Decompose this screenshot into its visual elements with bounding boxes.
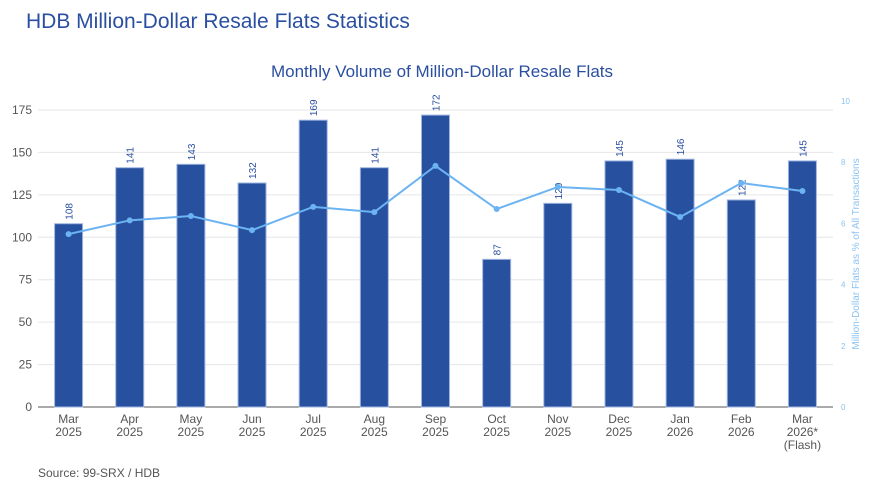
x-tick-label: 2025 — [55, 425, 82, 439]
x-tick-label: 2025 — [239, 425, 266, 439]
y2-tick-label: 4 — [841, 281, 846, 290]
x-tick-label: 2025 — [422, 425, 449, 439]
bar — [176, 163, 206, 408]
line-point — [432, 162, 439, 169]
bar — [115, 167, 145, 408]
bar — [665, 158, 695, 408]
y2-tick-label: 6 — [841, 219, 846, 228]
bar-data-label: 145 — [798, 140, 809, 157]
x-tick-label: 2025 — [178, 425, 205, 439]
x-tick-label: May — [180, 412, 203, 426]
x-tick-label: Jul — [306, 412, 321, 426]
x-tick-label: 2026 — [728, 425, 755, 439]
x-tick-label: 2025 — [606, 425, 633, 439]
x-tick-label: Mar — [58, 412, 79, 426]
line-point — [799, 187, 806, 194]
bar-data-label: 172 — [432, 94, 443, 111]
x-tick-label: Feb — [731, 412, 752, 426]
x-tick-label: 2025 — [544, 425, 571, 439]
y-tick-label: 175 — [12, 103, 32, 117]
line-point — [65, 231, 72, 238]
x-tick-label: Nov — [547, 412, 568, 426]
line-point — [554, 183, 561, 190]
bar — [543, 202, 573, 408]
bar — [237, 182, 267, 408]
bar-data-label: 169 — [309, 99, 320, 116]
bar-data-label: 141 — [370, 147, 381, 164]
y2-tick-label: 10 — [841, 97, 850, 106]
x-tick-label: Oct — [487, 412, 506, 426]
source-note: Source: 99-SRX / HDB — [38, 466, 161, 480]
x-tick-label: 2025 — [361, 425, 388, 439]
line-point — [187, 213, 194, 220]
x-tick-label: Apr — [120, 412, 139, 426]
line-point — [126, 217, 133, 224]
bar — [54, 223, 84, 408]
bar-data-label: 87 — [493, 244, 504, 256]
y-tick-label: 100 — [12, 230, 32, 244]
line-point — [371, 209, 378, 216]
bar — [298, 119, 328, 408]
line-point — [615, 187, 622, 194]
line-point — [493, 206, 500, 213]
line-point — [310, 203, 317, 210]
bar-data-label: 122 — [737, 179, 748, 196]
line-point — [738, 180, 745, 187]
x-tick-label: 2025 — [116, 425, 143, 439]
page-title: HDB Million-Dollar Resale Flats Statisti… — [26, 10, 410, 33]
bar — [421, 114, 450, 408]
bar-data-label: 143 — [187, 143, 198, 160]
line-point — [249, 227, 256, 234]
y-tick-label: 0 — [25, 400, 32, 414]
y2-tick-label: 0 — [841, 403, 846, 412]
y2-axis-label: Million-Dollar Flats as % of All Transac… — [851, 158, 862, 349]
x-tick-label: Sep — [425, 412, 447, 426]
bar-data-label: 120 — [554, 182, 565, 199]
chart-title: Monthly Volume of Million-Dollar Resale … — [271, 62, 613, 81]
bar-data-label: 108 — [65, 203, 76, 220]
x-tick-label: 2025 — [483, 425, 510, 439]
bar-data-label: 132 — [248, 162, 259, 179]
x-tick-label: Aug — [364, 412, 385, 426]
y-tick-label: 125 — [12, 188, 32, 202]
x-tick-label: Dec — [608, 412, 629, 426]
x-tick-label: Mar — [792, 412, 813, 426]
y-tick-label: 50 — [19, 315, 33, 329]
bar — [787, 160, 817, 408]
y-tick-label: 75 — [19, 273, 33, 287]
y-tick-label: 25 — [19, 358, 33, 372]
line-point — [677, 213, 684, 220]
x-tick-label: 2025 — [300, 425, 327, 439]
bar-data-label: 141 — [126, 147, 137, 164]
y2-tick-label: 2 — [841, 342, 846, 351]
bar — [604, 160, 634, 408]
bar — [359, 167, 389, 408]
bar-data-label: 146 — [676, 138, 687, 155]
bar — [482, 258, 512, 408]
y2-tick-label: 8 — [841, 158, 846, 167]
x-tick-label: Jan — [670, 412, 689, 426]
x-tick-label: 2026* — [787, 425, 819, 439]
x-tick-label: (Flash) — [784, 438, 821, 452]
bar — [726, 199, 756, 408]
y-tick-label: 150 — [12, 145, 32, 159]
bar-data-label: 145 — [615, 140, 626, 157]
x-tick-label: 2026 — [667, 425, 694, 439]
x-tick-label: Jun — [242, 412, 261, 426]
